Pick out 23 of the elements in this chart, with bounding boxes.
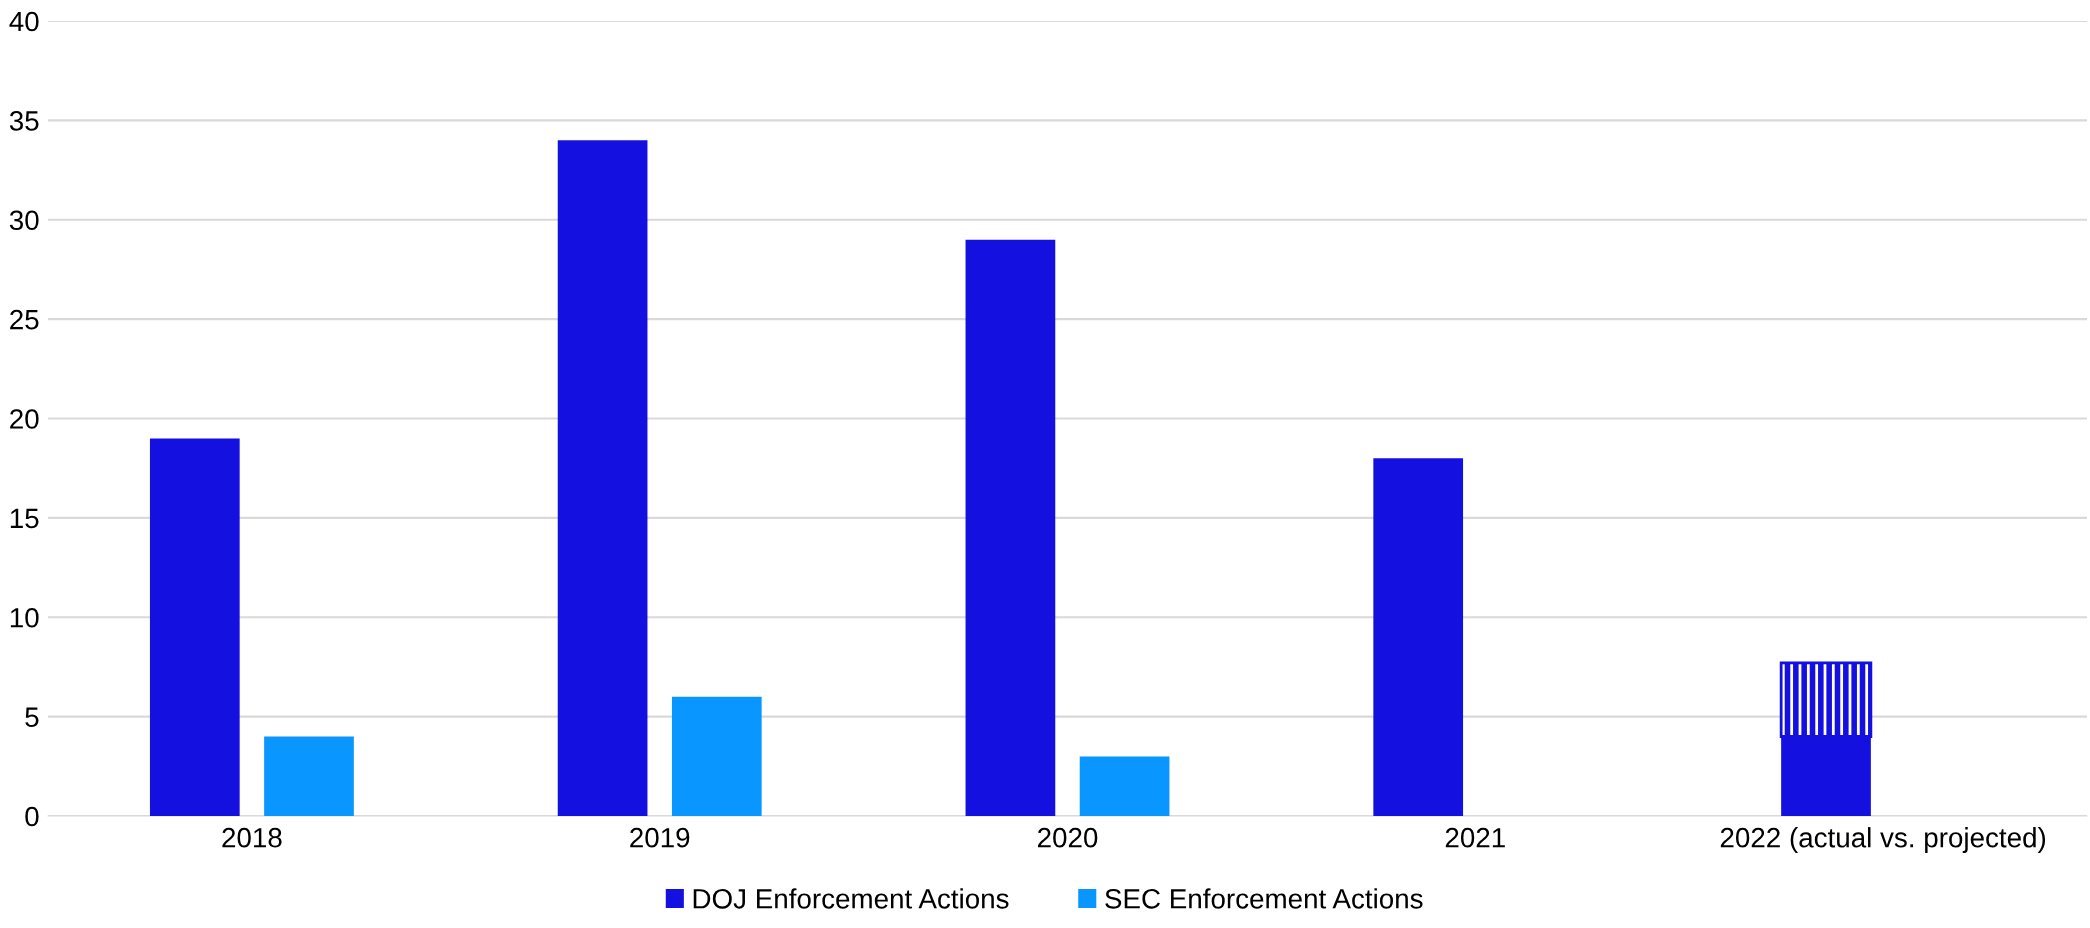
y-tick-label: 20 xyxy=(10,409,39,429)
x-tick-label: 2021 xyxy=(1445,827,1505,848)
y-tick-label: 25 xyxy=(10,309,39,330)
bar xyxy=(1079,756,1170,816)
y-tick-label: 30 xyxy=(9,210,39,231)
legend-label: SEC Enforcement Actions xyxy=(1105,888,1423,909)
y-tick-label: 10 xyxy=(10,607,39,628)
x-tick-label: 2019 xyxy=(630,827,690,848)
bar xyxy=(264,736,354,816)
y-tick-label: 35 xyxy=(9,111,39,131)
x-tick-label: 2020 xyxy=(1038,827,1098,848)
y-tick-label: 5 xyxy=(25,707,39,727)
x-tick-label: 2022 (actual vs. projected) xyxy=(1720,827,2046,854)
bar xyxy=(671,696,762,816)
y-tick-label: 15 xyxy=(10,508,39,529)
y-tick-label: 40 xyxy=(9,11,39,32)
legend-label: DOJ Enforcement Actions xyxy=(693,888,1009,909)
bar xyxy=(1373,458,1464,816)
bar xyxy=(557,140,648,816)
y-tick-label: 0 xyxy=(25,806,39,827)
bar xyxy=(965,239,1056,816)
x-tick-label: 2018 xyxy=(222,827,282,848)
bar xyxy=(149,438,240,816)
